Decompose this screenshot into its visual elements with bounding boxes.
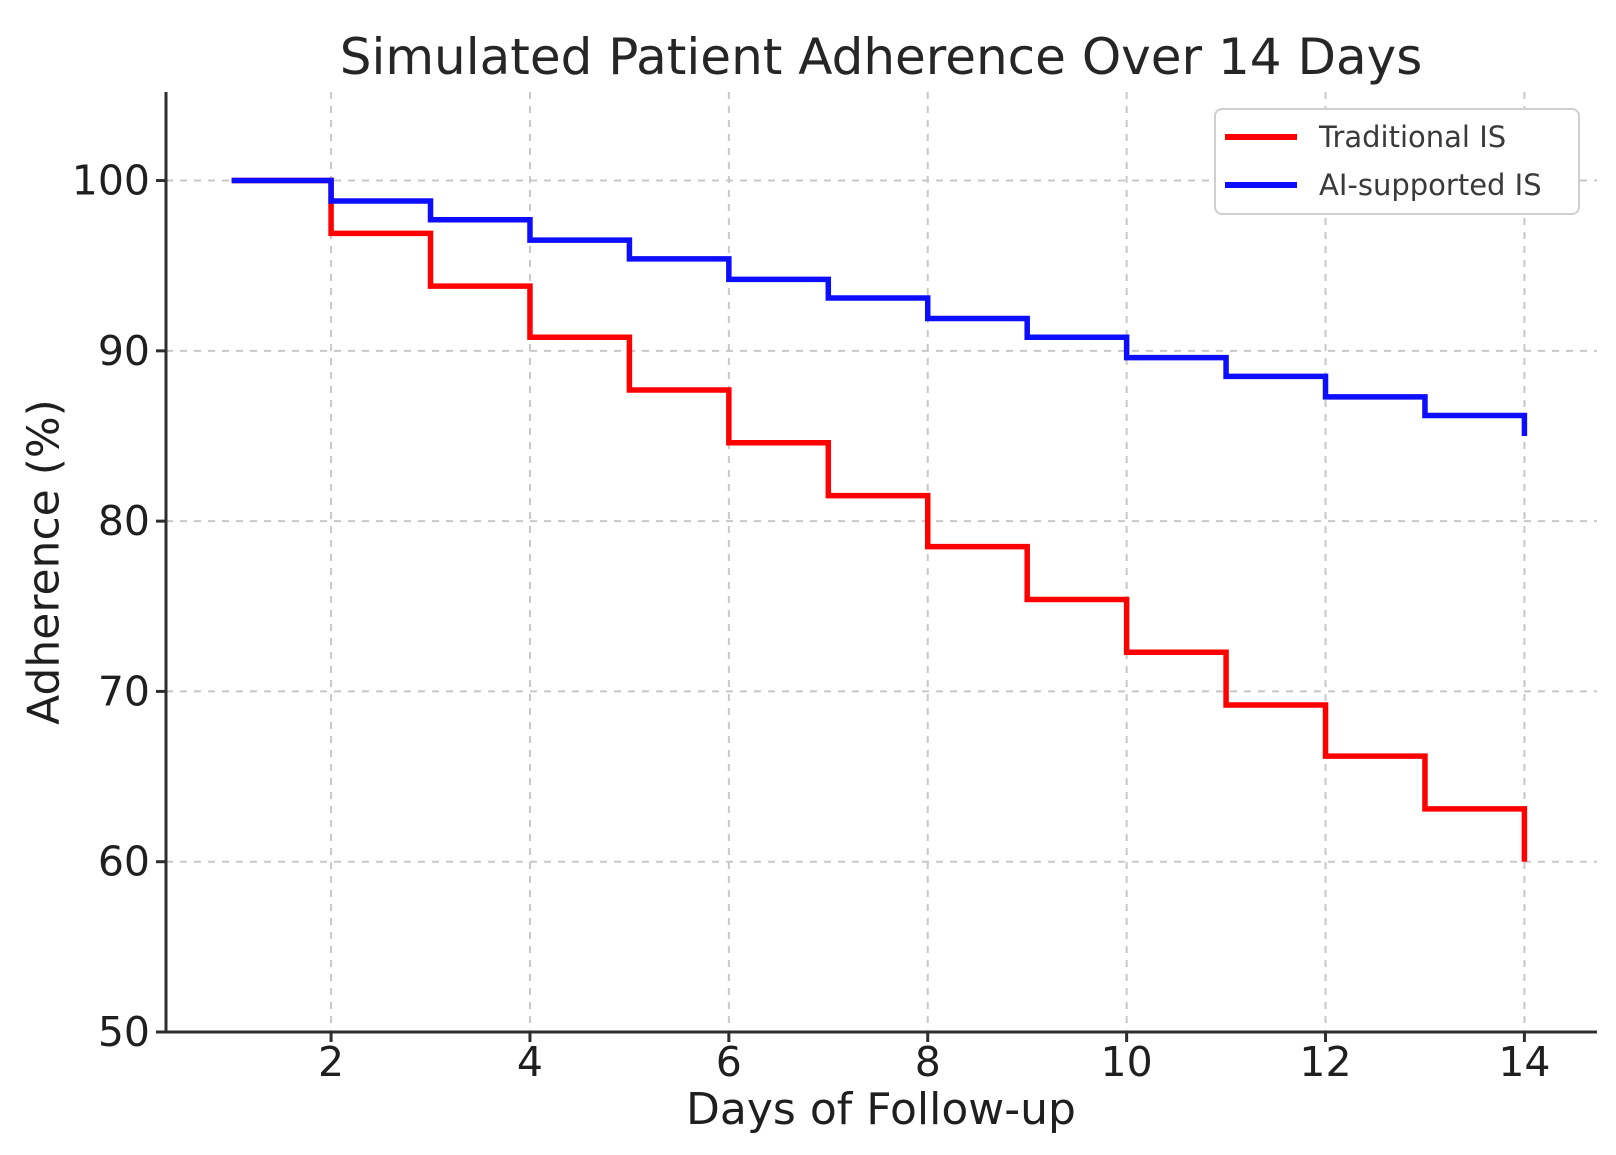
x-tick-label-4: 4 [517,1038,543,1086]
legend-label: Traditional IS [1319,120,1507,154]
x-tick-label-6: 6 [716,1038,742,1086]
legend-item-traditional-is: Traditional IS [1225,113,1578,161]
legend-line-sample-blue [1225,182,1297,188]
x-tick-label-8: 8 [915,1038,941,1086]
x-tick-label-2: 2 [318,1038,344,1086]
x-axis-label: Days of Follow-up [686,1084,1076,1135]
y-tick-label-100: 100 [72,157,150,205]
y-tick-label-50: 50 [98,1008,150,1056]
x-tick-label-12: 12 [1299,1038,1351,1086]
y-tick-label-80: 80 [98,497,150,545]
y-tick-label-70: 70 [98,667,150,715]
series-path-ai-supported-is [231,177,1528,436]
legend: Traditional IS AI-supported IS [1214,108,1580,215]
x-tick-label-10: 10 [1101,1038,1153,1086]
y-tick-label-60: 60 [98,838,150,886]
series-path-traditional-is [231,177,1528,862]
y-tick-label-90: 90 [98,327,150,375]
chart-title: Simulated Patient Adherence Over 14 Days [339,28,1423,86]
legend-item-ai-supported-is: AI-supported IS [1225,161,1578,209]
legend-label: AI-supported IS [1319,168,1542,202]
x-tick-label-14: 14 [1498,1038,1550,1086]
y-axis-label: Adherence (%) [18,399,70,725]
legend-line-sample-red [1225,134,1297,140]
